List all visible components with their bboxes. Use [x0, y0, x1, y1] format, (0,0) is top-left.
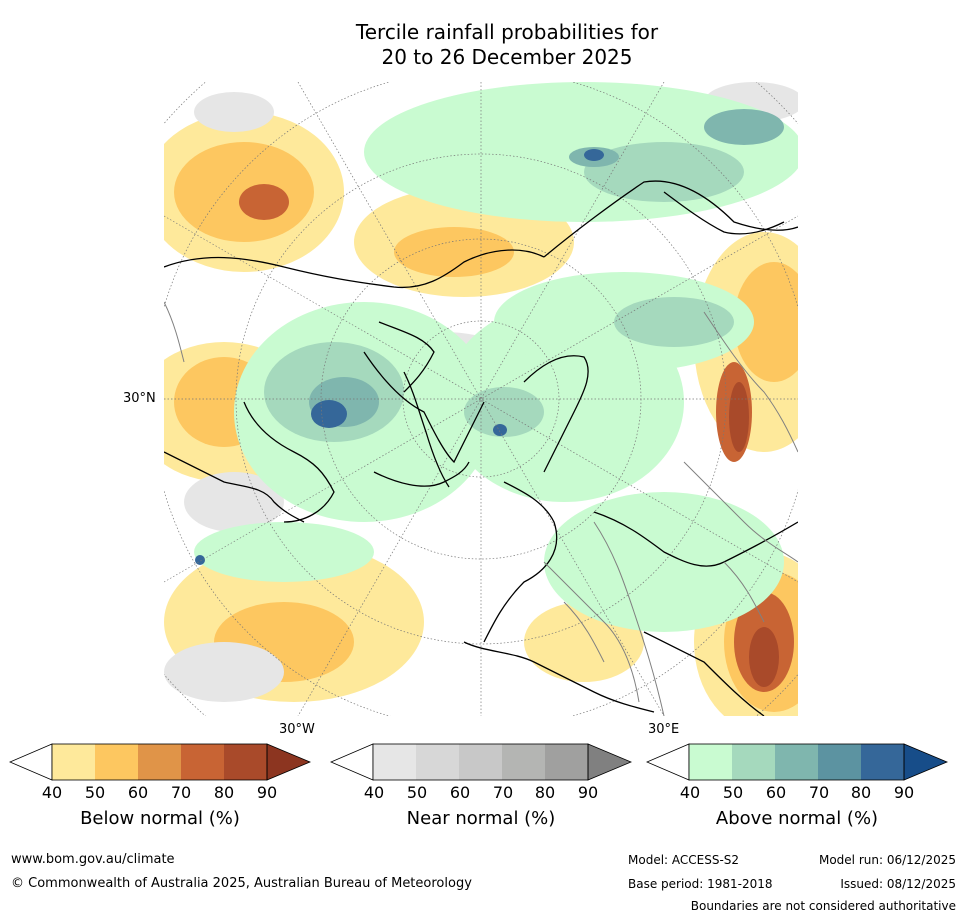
- rainfall-probability-map: [164, 82, 798, 716]
- below-tick-90: 90: [256, 783, 278, 802]
- longitude-label-30w: 30°W: [279, 722, 315, 737]
- above-color-box-5: [861, 744, 904, 780]
- below-color-box-3: [138, 744, 181, 780]
- above-tick-50: 50: [722, 783, 744, 802]
- longitude-label-30e: 30°E: [648, 722, 680, 737]
- above-tick-40: 40: [679, 783, 701, 802]
- above-color-box-1: [689, 744, 732, 780]
- colorbar-near-normal: [330, 743, 632, 781]
- near-tick-50: 50: [406, 783, 428, 802]
- above-right-arrow: [903, 743, 948, 781]
- below-color-box-4: [181, 744, 224, 780]
- near-color-box-2: [416, 744, 459, 780]
- near-left-arrow: [330, 743, 374, 781]
- above-color-box-4: [818, 744, 861, 780]
- map-title: Tercile rainfall probabilities for 20 to…: [0, 20, 965, 70]
- copyright-text: © Commonwealth of Australia 2025, Austra…: [11, 876, 472, 891]
- country-borders: [164, 301, 798, 716]
- below-color-box-5: [224, 744, 267, 780]
- above-outline: [688, 743, 905, 781]
- above-color-box-2: [732, 744, 775, 780]
- above-tick-60: 60: [765, 783, 787, 802]
- below-left-arrow: [9, 743, 53, 781]
- below-normal-title: Below normal (%): [80, 808, 240, 829]
- title-line-1: Tercile rainfall probabilities for: [355, 20, 659, 44]
- near-tick-70: 70: [492, 783, 514, 802]
- below-tick-40: 40: [41, 783, 63, 802]
- above-normal-title: Above normal (%): [715, 808, 879, 829]
- near-tick-90: 90: [577, 783, 599, 802]
- below-normal-extreme: [729, 382, 779, 687]
- colorbar-near-svg: [330, 743, 632, 781]
- model-name: Model: ACCESS-S2: [628, 853, 740, 867]
- above-tick-90: 90: [893, 783, 915, 802]
- below-color-box-2: [95, 744, 138, 780]
- model-run-date: Model run: 06/12/2025: [818, 853, 956, 867]
- near-outline: [372, 743, 589, 781]
- issued-date: Issued: 08/12/2025: [840, 877, 956, 891]
- above-tick-80: 80: [850, 783, 872, 802]
- colorbar-below-normal: [9, 743, 311, 781]
- near-color-box-1: [373, 744, 416, 780]
- below-tick-70: 70: [170, 783, 192, 802]
- colorbar-below-svg: [9, 743, 311, 781]
- above-left-arrow: [646, 743, 690, 781]
- below-right-arrow: [266, 743, 311, 781]
- colorbar-above-svg: [646, 743, 948, 781]
- below-tick-80: 80: [213, 783, 235, 802]
- boundaries-disclaimer: Boundaries are not considered authoritat…: [690, 899, 956, 913]
- near-right-arrow: [587, 743, 632, 781]
- below-tick-50: 50: [84, 783, 106, 802]
- near-color-box-4: [502, 744, 545, 780]
- near-color-box-3: [459, 744, 502, 780]
- near-tick-40: 40: [363, 783, 385, 802]
- above-normal-extreme: [195, 149, 604, 565]
- website-link[interactable]: www.bom.gov.au/climate: [11, 852, 175, 867]
- near-color-box-5: [545, 744, 588, 780]
- title-line-2: 20 to 26 December 2025: [381, 45, 633, 69]
- colorbar-above-normal: [646, 743, 948, 781]
- near-normal-title: Near normal (%): [406, 808, 556, 829]
- base-period: Base period: 1981-2018: [628, 877, 773, 891]
- graticule: [164, 82, 798, 716]
- below-color-box-1: [52, 744, 95, 780]
- below-tick-60: 60: [127, 783, 149, 802]
- coastlines: [164, 180, 798, 716]
- above-color-box-3: [775, 744, 818, 780]
- above-tick-70: 70: [808, 783, 830, 802]
- near-tick-60: 60: [449, 783, 471, 802]
- near-tick-80: 80: [534, 783, 556, 802]
- below-outline: [51, 743, 268, 781]
- latitude-label-30n: 30°N: [123, 391, 156, 406]
